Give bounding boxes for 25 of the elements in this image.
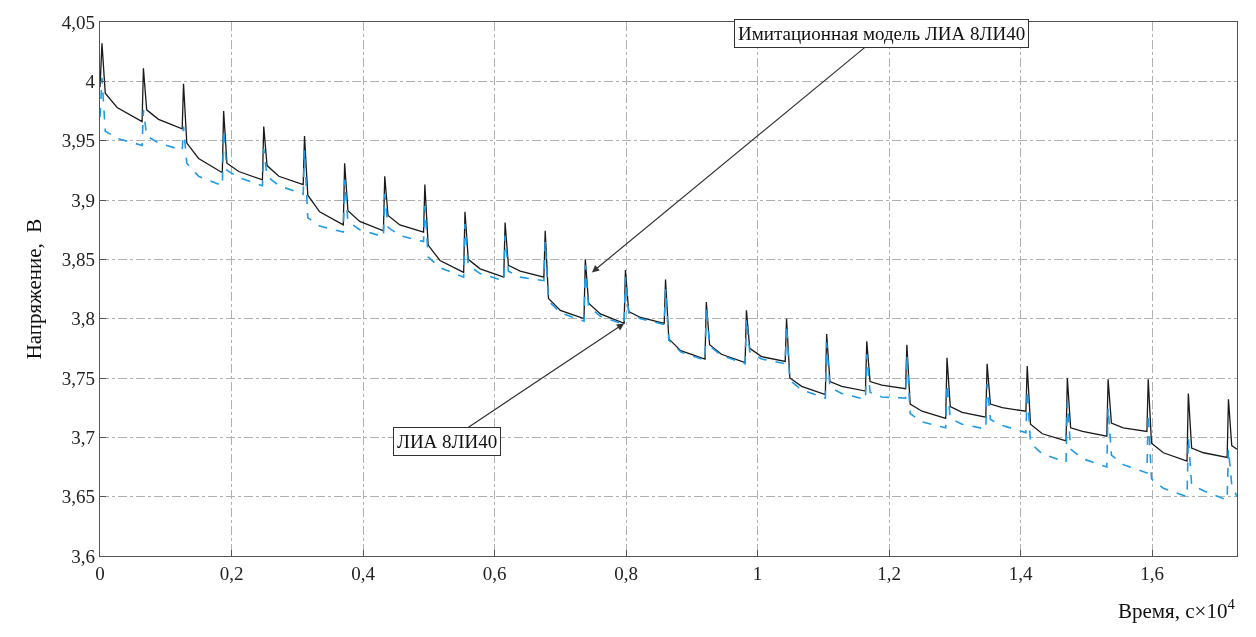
x-tick-label: 0 [95, 563, 105, 584]
annotation: ЛИА 8ЛИ40 [397, 431, 498, 452]
line-series [100, 42, 1237, 462]
x-tick-label: 1,6 [1140, 563, 1165, 584]
y-tick-label: 4,05 [61, 11, 95, 33]
y-tick-label: 3,8 [71, 308, 95, 330]
x-tick-label: 1,4 [1008, 563, 1034, 584]
y-tick-label: 3,95 [61, 130, 95, 152]
y-tick-label: 3,7 [71, 426, 95, 448]
x-tick-label: 0,2 [219, 563, 244, 584]
y-tick-label: 3,75 [61, 367, 95, 389]
x-axis-title: Время, с×10$^{4}$ [1118, 596, 1236, 623]
x-tick-label: 0,8 [614, 563, 638, 584]
y-axis-title: Напряжение, В [22, 218, 46, 360]
x-tick-label: 1,2 [877, 563, 902, 584]
x-tick-label: 1 [752, 563, 763, 584]
line-series [100, 76, 1237, 502]
y-tick-label: 3,65 [61, 486, 95, 508]
y-tick-label: 3,85 [61, 248, 95, 270]
y-tick-label: 3,6 [71, 545, 95, 567]
y-tick-label: 4 [85, 70, 96, 92]
annotation: Имитационная модель ЛИА 8ЛИ40 [738, 23, 1026, 44]
x-tick-label: 0,4 [351, 563, 376, 584]
x-tick-label: 0,6 [482, 563, 507, 584]
y-tick-label: 3,9 [71, 189, 95, 211]
